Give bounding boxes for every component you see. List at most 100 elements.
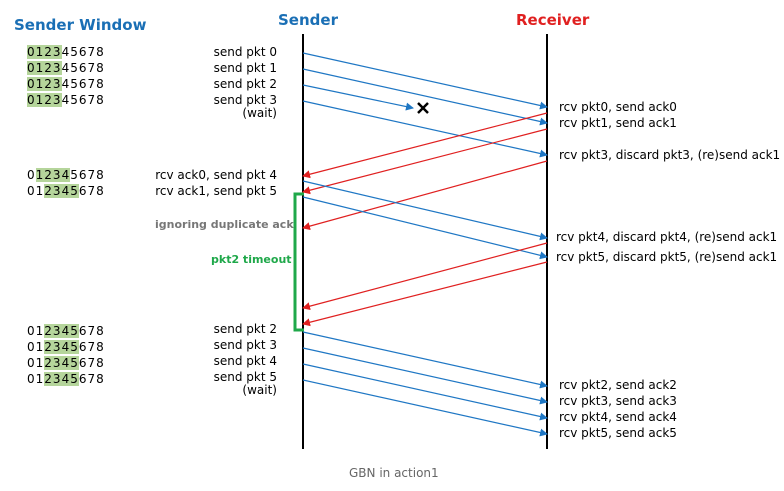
window-digit: 5 [70,77,79,91]
window-digit: 0 [27,168,36,182]
window-digit: 8 [96,324,105,338]
window-digit: 2 [44,61,53,75]
window-digit: 2 [44,93,53,107]
sender-window-row: 012345678 [27,93,105,107]
window-digit: 4 [61,324,71,338]
window-digit: 5 [70,324,79,338]
window-digit: 2 [44,184,53,198]
window-digit: 1 [35,77,45,91]
window-digit: 7 [87,61,97,75]
window-digit: 7 [87,93,97,107]
window-digit: 8 [96,340,105,354]
window-digit: 2 [44,356,53,370]
window-digit: 2 [44,168,53,182]
sender-event: send pkt 3 [213,93,277,107]
sender-window-row: 012345678 [27,168,105,182]
window-digit: 3 [52,61,62,75]
window-digit: 1 [35,45,45,59]
retx-pkt4-arrow [302,363,548,421]
window-digit: 2 [44,77,53,91]
window-digit: 3 [52,340,62,354]
timeout-bracket [293,192,304,332]
window-digit: 4 [61,77,71,91]
sender-title: Sender [278,11,338,29]
pkt0-arrow [302,52,548,110]
window-digit: 8 [96,372,105,386]
timeout-note: pkt2 timeout [211,253,292,266]
window-digit: 6 [78,45,88,59]
receiver-event: rcv pkt3, discard pkt3, (re)send ack1 [559,148,781,162]
receiver-event: rcv pkt4, discard pkt4, (re)send ack1 [556,230,778,244]
window-digit: 8 [96,184,105,198]
window-digit: 7 [87,372,97,386]
window-digit: 4 [61,356,71,370]
pkt4-arrow [302,180,548,241]
window-digit: 4 [61,93,71,107]
receiver-event: rcv pkt4, send ack4 [559,410,677,424]
window-digit: 5 [70,340,79,354]
window-digit: 0 [27,61,36,75]
window-digit: 5 [70,356,79,370]
receiver-event: rcv pkt0, send ack0 [559,100,677,114]
window-digit: 6 [78,77,88,91]
window-digit: 0 [27,45,36,59]
sender-window-row: 012345678 [27,356,105,370]
window-digit: 3 [52,184,62,198]
window-digit: 4 [61,340,71,354]
sender-window-row: 012345678 [27,45,105,59]
ack0-arrow [302,112,548,179]
loss-x-icon [417,102,429,114]
sender-window-row: 012345678 [27,77,105,91]
window-digit: 5 [70,93,79,107]
window-digit: 0 [27,93,36,107]
window-digit: 7 [87,184,97,198]
window-digit: 7 [87,356,97,370]
sender-event: send pkt 2 [213,77,277,91]
window-digit: 6 [78,372,88,386]
sender-event: send pkt 5 [213,370,277,384]
window-digit: 4 [61,168,71,182]
window-digit: 8 [96,168,105,182]
sender-window-title: Sender Window [14,16,147,34]
retx-pkt5-arrow [302,379,548,437]
window-digit: 4 [61,45,71,59]
window-digit: 5 [70,61,79,75]
sender-event: rcv ack1, send pkt 5 [155,184,277,198]
pkt3-arrow [302,100,548,158]
sender-event: (wait) [242,106,277,120]
receiver-event: rcv pkt3, send ack3 [559,394,677,408]
window-digit: 6 [78,356,88,370]
window-digit: 8 [96,77,105,91]
window-digit: 1 [35,168,45,182]
sender-window-row: 012345678 [27,340,105,354]
receiver-title: Receiver [516,11,590,29]
window-digit: 1 [35,372,45,386]
window-digit: 2 [44,340,53,354]
window-digit: 5 [70,168,79,182]
window-digit: 1 [35,340,45,354]
window-digit: 2 [44,324,53,338]
window-digit: 0 [27,77,36,91]
ignoring-duplicate-ack-note: ignoring duplicate ack [155,218,294,231]
window-digit: 8 [96,61,105,75]
sender-window-row: 012345678 [27,324,105,338]
window-digit: 5 [70,184,79,198]
pkt1-arrow [302,68,548,126]
window-digit: 0 [27,184,36,198]
receiver-event: rcv pkt5, discard pkt5, (re)send ack1 [556,250,778,264]
window-digit: 3 [52,168,62,182]
sender-event: send pkt 1 [213,61,277,75]
sender-event: send pkt 4 [213,354,277,368]
sender-event: send pkt 0 [213,45,277,59]
window-digit: 1 [35,61,45,75]
retx-pkt2-arrow [302,331,548,389]
window-digit: 6 [78,324,88,338]
sender-event: send pkt 2 [213,322,277,336]
window-digit: 3 [52,45,62,59]
window-digit: 0 [27,340,36,354]
receiver-event: rcv pkt2, send ack2 [559,378,677,392]
window-digit: 2 [44,45,53,59]
window-digit: 7 [87,77,97,91]
window-digit: 3 [52,372,62,386]
